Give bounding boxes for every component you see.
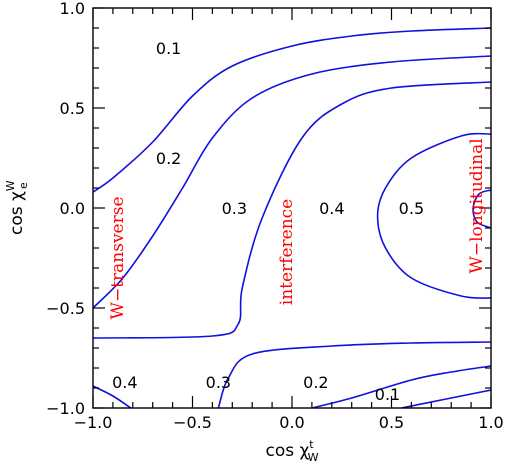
- plot-area: [93, 27, 491, 408]
- contour-level-label: 0.1: [156, 39, 181, 58]
- contour-line-02-7: [311, 365, 491, 408]
- x-tick-label: −0.5: [173, 413, 212, 432]
- contour-level-label: 0.1: [375, 385, 400, 404]
- region-labels: W−transverse interference W−longitudinal: [108, 138, 487, 319]
- region-annotation: W−longitudinal: [467, 138, 487, 273]
- axis-ticks: −1.0 −0.5 0.0 0.5 1.0 −1.0 −0.5 0.0 0.5 1.0: [46, 0, 504, 432]
- contour-line-01-0: [93, 27, 491, 193]
- contour-level-label: 0.4: [319, 199, 344, 218]
- contour-line-05-5: [472, 189, 491, 229]
- contour-labels: 0.1 0.2 0.3 0.4 0.5 0.4 0.3 0.2 0.1: [112, 39, 424, 404]
- y-tick-label: 0.0: [60, 199, 85, 218]
- x-tick-label: −1.0: [74, 413, 113, 432]
- y-tick-label: 1.0: [60, 0, 85, 18]
- contour-level-label: 0.2: [303, 373, 328, 392]
- region-annotation: interference: [277, 199, 297, 305]
- contour-line-04-4: [376, 132, 491, 299]
- contour-line-03-2: [93, 81, 491, 339]
- contour-level-label: 0.3: [206, 373, 231, 392]
- y-axis-title: cos χWe: [4, 180, 30, 235]
- y-tick-label: 0.5: [60, 99, 85, 118]
- x-tick-label: 0.5: [379, 413, 404, 432]
- region-annotation: W−transverse: [108, 196, 128, 319]
- contour-line-03-3: [217, 341, 491, 408]
- contour-level-label: 0.2: [156, 149, 181, 168]
- x-tick-label: 1.0: [478, 413, 503, 432]
- contour-level-label: 0.4: [112, 373, 137, 392]
- contour-level-label: 0.5: [399, 199, 424, 218]
- y-tick-label: −1.0: [46, 399, 85, 418]
- contour-level-label: 0.3: [222, 199, 247, 218]
- x-axis-title: cos χt W: [265, 438, 318, 464]
- y-tick-label: −0.5: [46, 299, 85, 318]
- contour-line-01-8: [401, 389, 491, 408]
- contour-line-02-1: [93, 55, 491, 309]
- x-tick-label: 0.0: [279, 413, 304, 432]
